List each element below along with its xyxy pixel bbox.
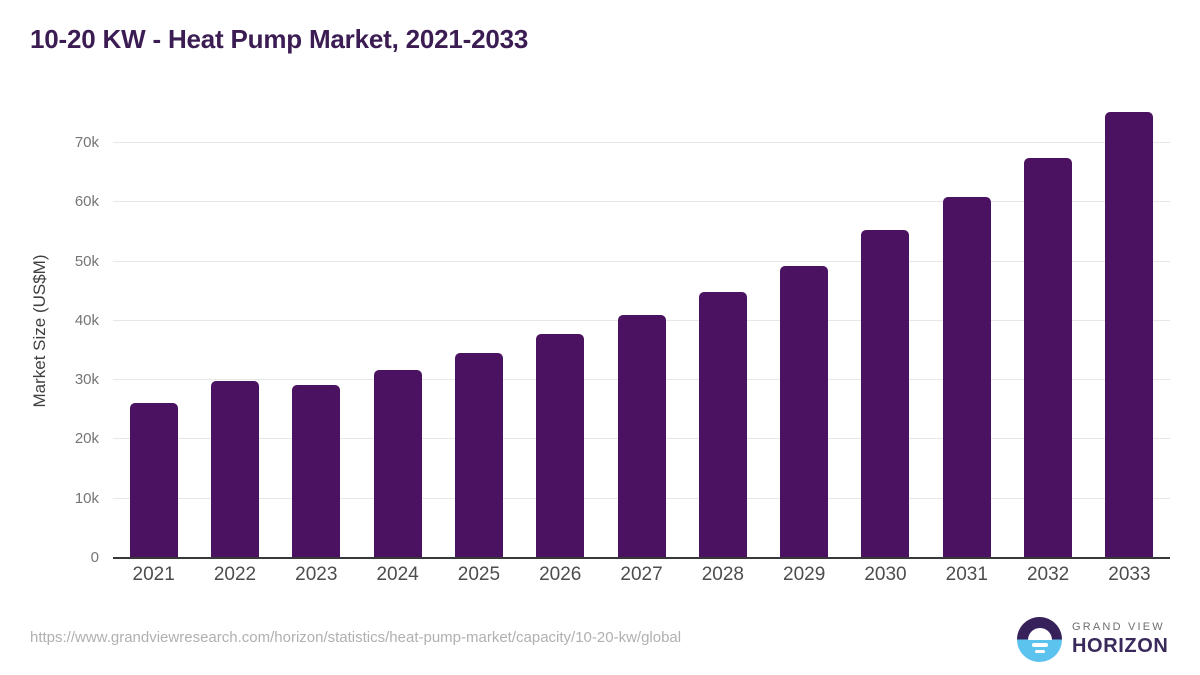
- y-tick-70k: 70k: [74, 133, 99, 151]
- bar-slot-2023: [276, 105, 357, 558]
- gridline-60k: [113, 201, 1170, 203]
- reflection-stripe: [1031, 643, 1048, 647]
- chart-title: 10-20 KW - Heat Pump Market, 2021-2033: [30, 24, 529, 54]
- brand-wordmark: GRAND VIEW HORIZON: [1072, 621, 1168, 658]
- bar-2032[interactable]: [1024, 157, 1073, 558]
- x-label-2028: 2028: [701, 564, 744, 585]
- bar-2023[interactable]: [292, 385, 341, 558]
- x-label-2022: 2022: [213, 564, 257, 585]
- brand-name-top: GRAND VIEW: [1072, 621, 1165, 633]
- bar-slot-2030: [845, 105, 926, 558]
- y-tick-0: 0: [90, 549, 99, 566]
- x-label-2023: 2023: [295, 564, 338, 585]
- bar-slot-2026: [520, 105, 601, 558]
- bar-2021[interactable]: [129, 403, 178, 558]
- y-tick-60k: 60k: [74, 193, 99, 211]
- bar-slot-2032: [1007, 105, 1088, 558]
- bar-slot-2027: [601, 105, 682, 558]
- plot-area: 0 10k 20k 30k 40k 50k 60k 70k: [75, 105, 1170, 566]
- y-axis-title: Market Size (US$M): [30, 254, 49, 408]
- y-tick-10k: 10k: [74, 489, 99, 507]
- x-axis-labels: 2021 2022 2023 2024 2025 2026 2027 2028 2029 2030…: [113, 562, 1170, 588]
- brand-name-bottom: HORIZON: [1072, 635, 1169, 657]
- source-url: https://www.grandviewresearch.com/horizo…: [30, 629, 682, 646]
- bar-2028[interactable]: [698, 292, 747, 558]
- x-label-2026: 2026: [539, 564, 582, 585]
- reflection-stripe: [1034, 649, 1045, 653]
- y-tick-50k: 50k: [74, 252, 99, 270]
- brand-logo[interactable]: GRAND VIEW HORIZON: [1017, 617, 1168, 662]
- x-label-2033: 2033: [1108, 564, 1151, 585]
- x-label-2027: 2027: [620, 564, 663, 585]
- bar-slot-2028: [682, 105, 763, 558]
- y-tick-20k: 20k: [74, 430, 99, 448]
- y-tick-40k: 40k: [74, 311, 99, 329]
- bar-slot-2033: [1089, 105, 1170, 558]
- x-label-2029: 2029: [783, 564, 826, 585]
- bar-2030[interactable]: [861, 229, 910, 558]
- bar-slot-2024: [357, 105, 438, 558]
- bar-2025[interactable]: [454, 353, 503, 558]
- x-axis-line: [113, 557, 1170, 559]
- x-label-2032: 2032: [1026, 564, 1070, 585]
- bar-series: [113, 105, 1170, 558]
- x-label-2024: 2024: [376, 564, 419, 585]
- bar-2031[interactable]: [942, 196, 991, 558]
- bar-2027[interactable]: [617, 314, 666, 558]
- bar-2029[interactable]: [780, 266, 829, 558]
- gridline-50k: [113, 260, 1170, 262]
- bar-slot-2029: [764, 105, 845, 558]
- x-label-2031: 2031: [945, 564, 988, 585]
- bar-slot-2031: [926, 105, 1007, 558]
- horizon-sunrise-icon: [1017, 617, 1062, 662]
- bar-slot-2022: [194, 105, 275, 558]
- x-label-2025: 2025: [457, 564, 501, 585]
- y-tick-30k: 30k: [74, 371, 99, 389]
- x-label-2030: 2030: [864, 564, 907, 585]
- gridline-70k: [113, 141, 1170, 143]
- bar-slot-2025: [438, 105, 519, 558]
- bar-2026[interactable]: [536, 334, 585, 558]
- bar-2022[interactable]: [210, 381, 259, 558]
- bar-slot-2021: [113, 105, 194, 558]
- x-label-2021: 2021: [132, 564, 175, 585]
- bar-2033[interactable]: [1105, 111, 1154, 558]
- sun-dome-shape: [1027, 627, 1052, 640]
- bar-2024[interactable]: [373, 370, 422, 558]
